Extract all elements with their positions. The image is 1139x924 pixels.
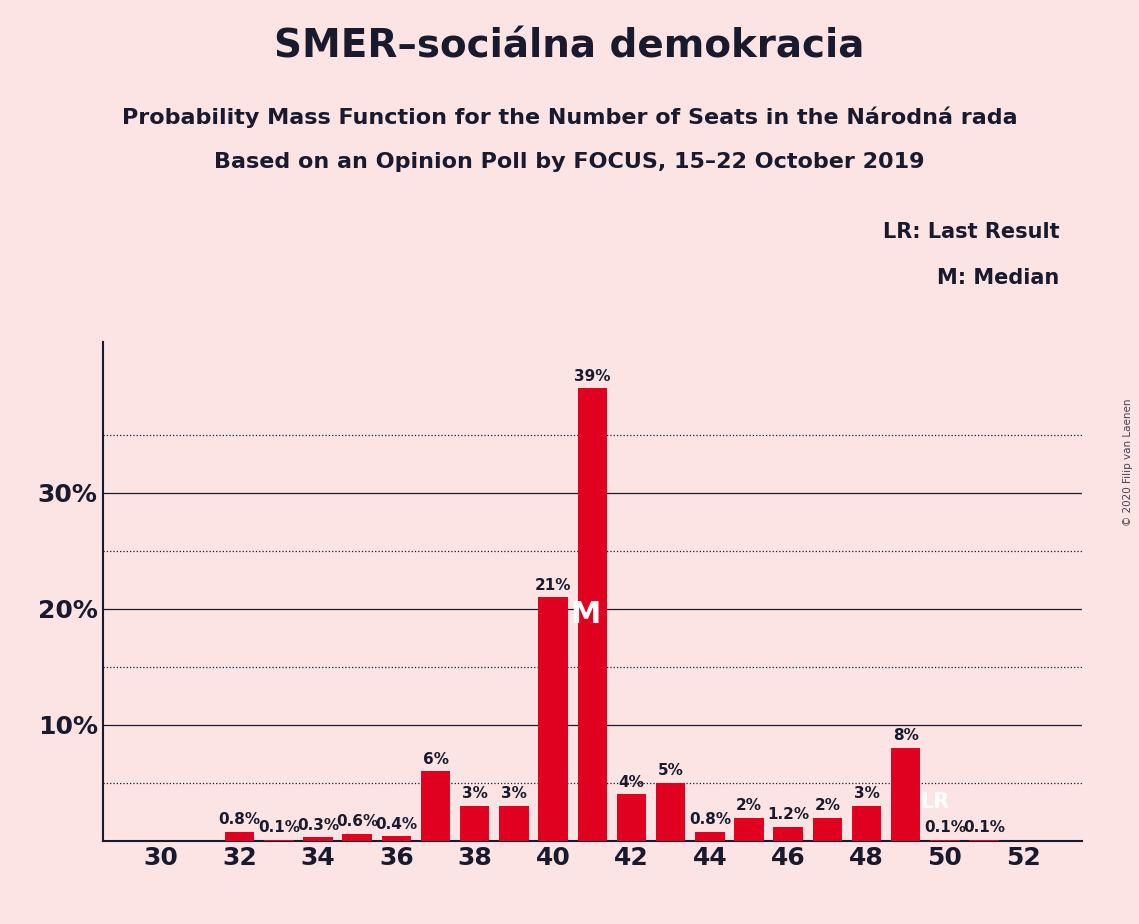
Bar (460, 806, 490, 841)
Text: 0.1%: 0.1% (964, 820, 1005, 835)
Bar (224, 832, 254, 841)
Text: 0.8%: 0.8% (689, 812, 731, 827)
Bar (969, 840, 999, 841)
Text: Probability Mass Function for the Number of Seats in the Národná rada: Probability Mass Function for the Number… (122, 106, 1017, 128)
Bar (577, 388, 607, 841)
Text: 1.2%: 1.2% (768, 808, 809, 822)
Text: 39%: 39% (574, 369, 611, 383)
Bar (735, 818, 763, 841)
Text: LR: LR (920, 792, 950, 812)
Text: 8%: 8% (893, 728, 919, 744)
Bar (420, 772, 450, 841)
Bar (812, 818, 842, 841)
Text: 5%: 5% (657, 763, 683, 778)
Bar (343, 833, 371, 841)
Text: SMER–sociálna demokracia: SMER–sociálna demokracia (274, 28, 865, 66)
Bar (695, 832, 724, 841)
Text: 2%: 2% (736, 798, 762, 813)
Text: 21%: 21% (535, 578, 572, 592)
Bar (303, 837, 333, 841)
Bar (773, 827, 803, 841)
Text: M: M (571, 600, 601, 629)
Bar (264, 840, 294, 841)
Text: 3%: 3% (853, 786, 879, 801)
Text: 0.4%: 0.4% (376, 817, 417, 832)
Text: 3%: 3% (501, 786, 527, 801)
Text: 0.1%: 0.1% (924, 820, 966, 835)
Text: © 2020 Filip van Laenen: © 2020 Filip van Laenen (1123, 398, 1133, 526)
Text: LR: Last Result: LR: Last Result (883, 222, 1059, 242)
Text: 3%: 3% (461, 786, 487, 801)
Text: 0.6%: 0.6% (336, 814, 378, 829)
Bar (616, 795, 646, 841)
Text: 0.3%: 0.3% (297, 818, 339, 833)
Bar (499, 806, 528, 841)
Text: 6%: 6% (423, 751, 449, 767)
Bar (382, 836, 411, 841)
Text: Based on an Opinion Poll by FOCUS, 15–22 October 2019: Based on an Opinion Poll by FOCUS, 15–22… (214, 152, 925, 173)
Text: 2%: 2% (814, 798, 841, 813)
Bar (656, 783, 686, 841)
Bar (891, 748, 920, 841)
Bar (931, 840, 959, 841)
Bar (852, 806, 882, 841)
Text: 0.8%: 0.8% (219, 812, 261, 827)
Bar (539, 597, 567, 841)
Text: M: Median: M: Median (937, 268, 1059, 288)
Text: 0.1%: 0.1% (257, 820, 300, 835)
Text: 4%: 4% (618, 775, 645, 790)
